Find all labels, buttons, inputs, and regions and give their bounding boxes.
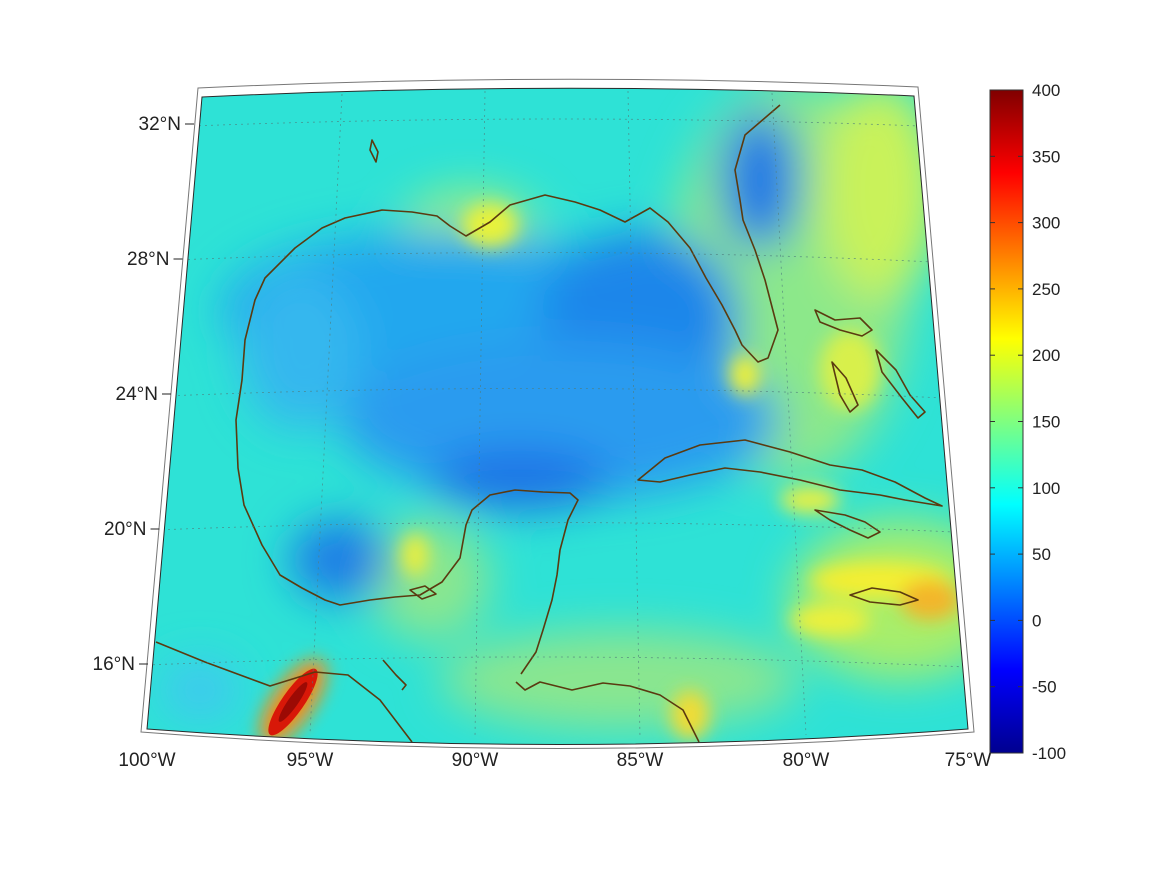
- colorbar-label-0: 400: [1032, 81, 1060, 100]
- lon-label-2: 90°W: [452, 750, 499, 771]
- lat-label-1: 28°N: [127, 249, 169, 270]
- lon-label-3: 85°W: [617, 750, 664, 771]
- colorbar-label-6: 100: [1032, 479, 1060, 498]
- lat-label-2: 24°N: [116, 384, 158, 405]
- colorbar-label-3: 250: [1032, 280, 1060, 299]
- lon-label-5: 75°W: [945, 750, 992, 771]
- colorbar-label-7: 50: [1032, 545, 1051, 564]
- longitude-labels: 100°W 95°W 90°W 85°W 80°W 75°W: [118, 750, 991, 771]
- colorbar-ticks: 400 350 300 250 200 150 100 50 0 -50 -100: [990, 81, 1066, 763]
- colorbar-label-1: 350: [1032, 147, 1060, 166]
- colorbar: [989, 89, 1024, 754]
- colorbar-label-8: 0: [1032, 611, 1041, 630]
- colorbar-label-2: 300: [1032, 214, 1060, 233]
- latitude-labels: 32°N 28°N 24°N 20°N 16°N: [93, 114, 194, 675]
- lat-label-0: 32°N: [139, 114, 181, 135]
- colorbar-label-10: -100: [1032, 744, 1066, 763]
- lon-label-0: 100°W: [118, 750, 175, 771]
- map-frame: [140, 78, 975, 749]
- colorbar-label-4: 200: [1032, 346, 1060, 365]
- lat-label-4: 16°N: [93, 654, 135, 675]
- colorbar-label-9: -50: [1032, 678, 1057, 697]
- lon-label-1: 95°W: [287, 750, 334, 771]
- lon-label-4: 80°W: [783, 750, 830, 771]
- map-field: [147, 88, 968, 745]
- lat-label-3: 20°N: [104, 519, 146, 540]
- colorbar-label-5: 150: [1032, 413, 1060, 432]
